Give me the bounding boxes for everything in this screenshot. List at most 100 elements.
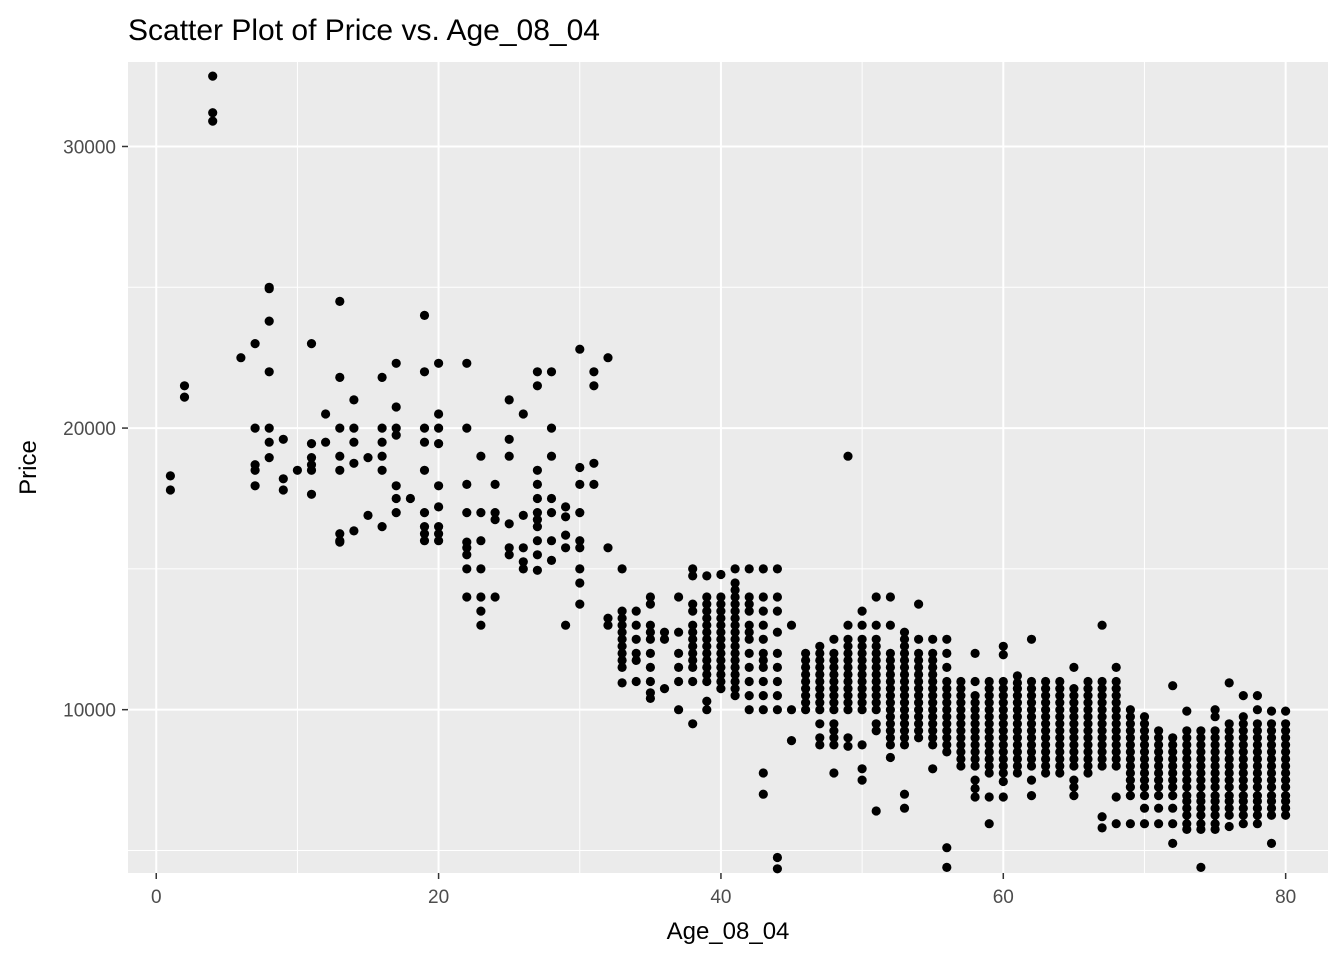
data-point [434,536,444,546]
data-point [899,641,910,651]
data-point [702,634,712,644]
data-point [645,693,656,704]
data-point [419,310,430,320]
data-point [462,423,472,433]
data-point [688,634,698,644]
data-point [857,620,867,630]
x-tick-label: 20 [428,887,449,908]
data-point [589,381,599,391]
data-point [1252,796,1262,806]
data-point [575,536,585,546]
data-point [575,578,585,588]
data-point [899,648,910,659]
data-point [815,676,825,687]
data-point [631,620,641,630]
data-point [984,733,994,743]
data-point [546,507,557,518]
data-point [1012,733,1023,743]
data-point [1210,705,1220,715]
data-point [928,719,938,729]
data-point [617,641,627,651]
data-point [1069,740,1079,750]
data-point [617,627,627,637]
data-point [1012,698,1023,708]
data-point [928,740,938,750]
data-point [1012,768,1023,778]
data-point [1252,819,1262,829]
data-point [871,648,881,659]
data-point [1281,754,1291,764]
data-point [984,705,994,715]
data-point [1182,796,1192,806]
data-point [462,550,472,560]
data-point [885,719,896,729]
data-point [1238,719,1248,729]
data-point [730,662,740,673]
data-point [264,284,274,294]
data-point [419,437,430,447]
data-point [561,512,571,522]
data-point [1125,712,1135,722]
data-point [928,733,938,743]
data-point [702,613,712,623]
data-point [306,489,317,499]
data-point [801,669,811,680]
data-point [758,676,768,687]
data-point [1196,782,1206,792]
data-point [377,451,387,461]
data-point [1252,803,1262,813]
data-point [730,691,740,701]
data-point [490,592,500,602]
data-point [1026,791,1037,801]
data-point [1182,706,1192,716]
data-point [914,599,924,609]
data-point [857,676,867,687]
data-point [1252,761,1262,771]
data-point [1083,768,1093,778]
data-point [434,409,444,419]
data-point [1026,761,1037,771]
data-point [1111,733,1121,743]
data-point [942,733,952,743]
data-point [1069,754,1079,764]
data-point [688,641,698,651]
data-point [645,634,656,644]
data-point [546,536,557,546]
data-point [434,439,444,449]
data-point [829,698,839,708]
data-point [1210,824,1220,835]
data-point [1182,747,1192,757]
data-point [165,471,175,481]
data-point [1041,754,1051,764]
data-point [970,648,980,659]
data-point [335,451,345,461]
data-point [956,698,966,708]
data-point [772,852,783,863]
data-point [575,462,585,473]
data-point [1012,712,1023,722]
data-point [490,507,500,518]
data-point [1266,775,1277,785]
data-point [1111,698,1121,708]
data-point [772,676,783,687]
data-point [264,423,274,433]
data-point [1210,796,1220,806]
data-point [871,641,881,651]
data-point [1111,684,1121,694]
data-point [744,662,754,673]
data-point [942,684,952,694]
data-point [1210,782,1220,792]
data-point [815,648,825,659]
data-point [575,564,585,574]
data-point [984,691,994,701]
data-point [942,705,952,715]
data-point [1069,747,1079,757]
data-point [575,599,585,609]
data-point [1097,684,1107,694]
data-point [744,634,754,644]
data-point [504,434,514,444]
data-point [1182,775,1192,785]
data-point [645,592,656,602]
data-point [716,627,726,637]
